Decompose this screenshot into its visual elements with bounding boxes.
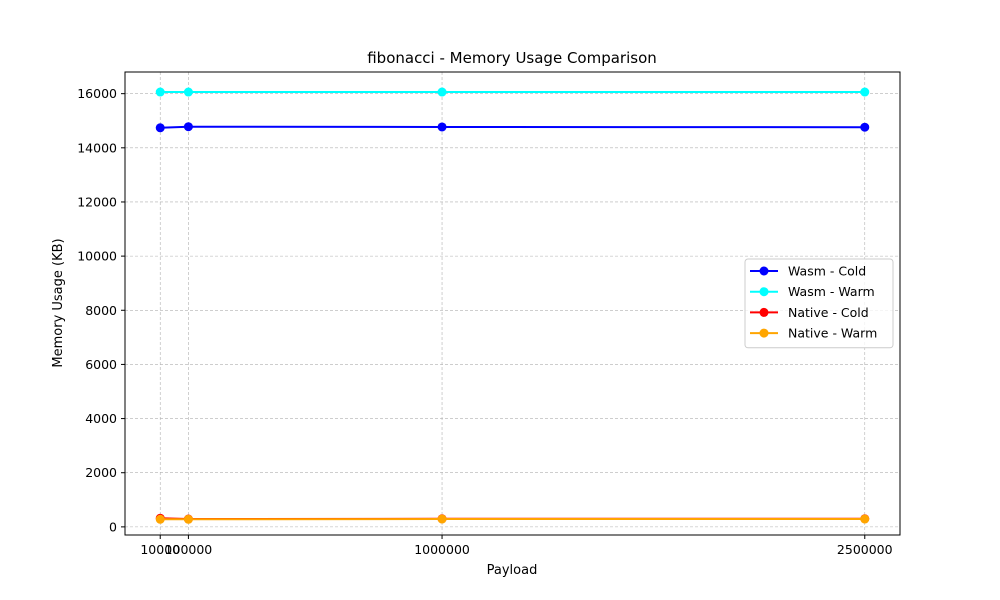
legend-label: Native - Warm (788, 326, 877, 341)
data-point (183, 122, 193, 132)
series-line (160, 125, 865, 129)
legend-label: Native - Cold (788, 305, 869, 320)
y-axis-label: Memory Usage (KB) (51, 238, 66, 367)
series-wasm-cold (155, 122, 870, 133)
y-axis-ticks: 0 2000 4000 6000 8000 10000 12000 14000 16000 (77, 86, 125, 534)
legend-swatch-marker (759, 266, 769, 276)
data-point (860, 122, 870, 132)
y-tick-label: 8000 (85, 303, 117, 318)
legend-label: Wasm - Cold (788, 264, 866, 279)
legend-item: Native - Cold (750, 305, 869, 320)
legend-item: Wasm - Warm (750, 284, 875, 299)
y-tick-label: 10000 (77, 249, 117, 264)
data-point (860, 87, 870, 97)
data-point (155, 87, 165, 97)
y-tick-label: 16000 (77, 86, 117, 101)
legend-item: Native - Warm (750, 326, 877, 341)
legend-swatch-marker (759, 328, 769, 338)
y-tick-label: 4000 (85, 411, 117, 426)
data-point (183, 514, 193, 524)
legend-swatch-marker (759, 307, 769, 317)
y-tick-label: 6000 (85, 357, 117, 372)
data-point (437, 87, 447, 97)
data-point (155, 123, 165, 133)
x-axis-label: Payload (487, 563, 538, 578)
legend-swatch-marker (759, 287, 769, 297)
legend: Wasm - Cold Wasm - Warm Native - Cold Nativ… (744, 258, 894, 349)
plot-frame (124, 71, 901, 536)
y-tick-label: 2000 (85, 465, 117, 480)
legend-box (744, 258, 894, 349)
data-point (183, 87, 193, 97)
x-tick-label: 2500000 (837, 542, 893, 557)
chart-title: fibonacci - Memory Usage Comparison (367, 49, 657, 67)
series-wasm-warm (155, 87, 870, 97)
y-tick-label: 14000 (77, 140, 117, 155)
data-point (155, 514, 165, 524)
data-point (860, 514, 870, 524)
legend-item: Wasm - Cold (750, 264, 866, 279)
y-tick-label: 0 (109, 519, 117, 534)
x-tick-label: 100000 (165, 542, 213, 557)
series-native-warm (155, 514, 870, 524)
data-point (437, 514, 447, 524)
data-point (437, 122, 447, 132)
y-tick-label: 12000 (77, 194, 117, 209)
series-lines (155, 87, 870, 524)
x-tick-label: 1000000 (414, 542, 470, 557)
legend-label: Wasm - Warm (788, 284, 875, 299)
x-tick-label: 10000 (140, 542, 180, 557)
